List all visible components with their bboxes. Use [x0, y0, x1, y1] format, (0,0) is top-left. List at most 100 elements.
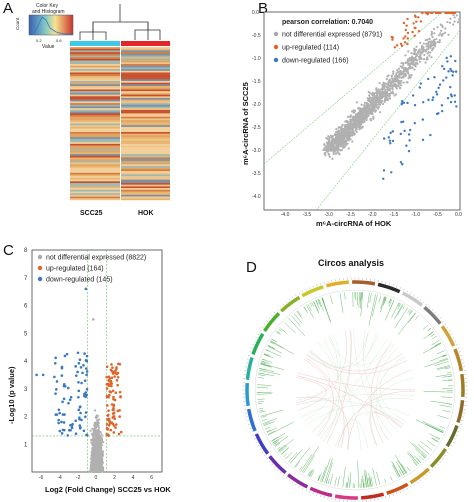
scale-tick: [252, 344, 255, 346]
point-not-diff: [413, 58, 416, 61]
point-not-diff: [418, 60, 421, 63]
heatmap-cell: [70, 70, 120, 73]
point-not-diff: [449, 17, 452, 20]
histogram-bar: [273, 442, 278, 445]
point-not-diff: [398, 80, 402, 83]
ytick-label: -3.0: [252, 148, 261, 154]
histogram-bar: [415, 315, 419, 320]
histogram-bar: [274, 442, 281, 447]
histogram-bar: [391, 302, 400, 318]
histogram-bar: [424, 358, 449, 368]
scale-tick: [266, 320, 269, 323]
point-up: [116, 375, 120, 379]
scale-tick: [276, 469, 279, 472]
point-not-diff: [96, 463, 99, 466]
histogram-bar: [378, 295, 382, 303]
volcano-xlabel: Log2 (Fold Change) SCC25 vs HOK: [45, 485, 171, 494]
point-down: [407, 133, 411, 136]
point-up: [406, 31, 410, 35]
scale-tick: [454, 340, 457, 342]
circos-link: [296, 377, 327, 411]
inner-track: [254, 289, 456, 491]
point-up: [452, 11, 456, 15]
heatmap-cell: [70, 176, 120, 179]
point-not-diff: [429, 51, 432, 54]
scale-tick: [399, 490, 401, 493]
point-not-diff: [349, 138, 352, 141]
chromosome-arc: [460, 373, 465, 398]
point-not-diff: [423, 53, 426, 57]
heatmap-cell: [70, 125, 120, 128]
point-not-diff: [342, 142, 345, 145]
heatmap-cell: [121, 177, 170, 180]
chromosome-arc: [377, 282, 401, 294]
scale-tick: [439, 460, 442, 463]
point-not-diff: [340, 128, 343, 131]
point-not-diff: [96, 436, 99, 439]
point-not-diff: [370, 112, 373, 116]
histogram-bar: [366, 293, 370, 309]
point-not-diff: [439, 23, 442, 26]
scale-tick: [441, 320, 444, 323]
point-not-diff: [330, 142, 334, 146]
histogram-bar: [265, 349, 282, 357]
histogram-bar: [339, 293, 344, 313]
histogram-bar: [413, 455, 421, 463]
histogram-bar: [446, 371, 452, 374]
point-down: [427, 98, 430, 102]
point-not-diff: [369, 92, 372, 95]
heatmap-cell: [70, 179, 120, 182]
heatmap-cell: [70, 84, 120, 87]
point-down: [54, 392, 57, 395]
xtick-label: -6: [39, 475, 44, 481]
point-down: [405, 144, 408, 147]
scale-tick: [250, 347, 253, 349]
point-not-diff: [420, 57, 423, 60]
histogram-bar: [273, 440, 280, 445]
histogram-bar: [342, 467, 346, 488]
point-down: [84, 411, 88, 414]
point-up: [406, 17, 409, 21]
point-not-diff: [356, 113, 360, 117]
xtick-label: 6: [150, 475, 153, 481]
heatmap-cell: [121, 133, 170, 136]
scale-tick: [271, 463, 274, 466]
heatmap-cell: [121, 137, 170, 139]
point-down: [57, 408, 61, 412]
point-not-diff: [349, 125, 352, 128]
histogram-bar: [397, 459, 407, 474]
point-not-diff: [448, 21, 452, 24]
histogram-bar: [325, 478, 328, 484]
heatmap-cell: [121, 154, 170, 156]
point-not-diff: [99, 442, 102, 445]
scale-tick: [257, 333, 260, 335]
circos-link: [353, 330, 393, 437]
point-not-diff: [335, 128, 338, 131]
histogram-bar: [322, 297, 325, 304]
point-not-diff: [388, 97, 392, 100]
histogram-bar: [308, 469, 313, 477]
scale-tick: [316, 284, 318, 287]
point-not-diff: [386, 85, 389, 88]
point-not-diff: [334, 140, 337, 143]
heatmap-cell: [70, 188, 120, 190]
point-not-diff: [393, 94, 396, 97]
scale-tick: [285, 301, 288, 304]
heatmap-cell: [70, 50, 120, 53]
heatmap-cell: [70, 69, 120, 71]
scale-tick: [419, 298, 422, 301]
point-not-diff: [369, 96, 372, 99]
scale-tick: [302, 290, 304, 293]
histogram-bar: [288, 317, 306, 337]
point-not-diff: [92, 466, 96, 470]
scale-tick: [305, 489, 307, 492]
heatmap-cell: [70, 62, 120, 65]
point-not-diff: [435, 38, 438, 41]
histogram-bar: [415, 419, 444, 434]
scale-tick: [439, 317, 442, 320]
scale-tick: [279, 471, 282, 474]
histogram-bar: [408, 312, 416, 323]
point-not-diff: [388, 79, 391, 82]
point-not-diff: [322, 148, 325, 152]
point-down: [455, 105, 458, 108]
